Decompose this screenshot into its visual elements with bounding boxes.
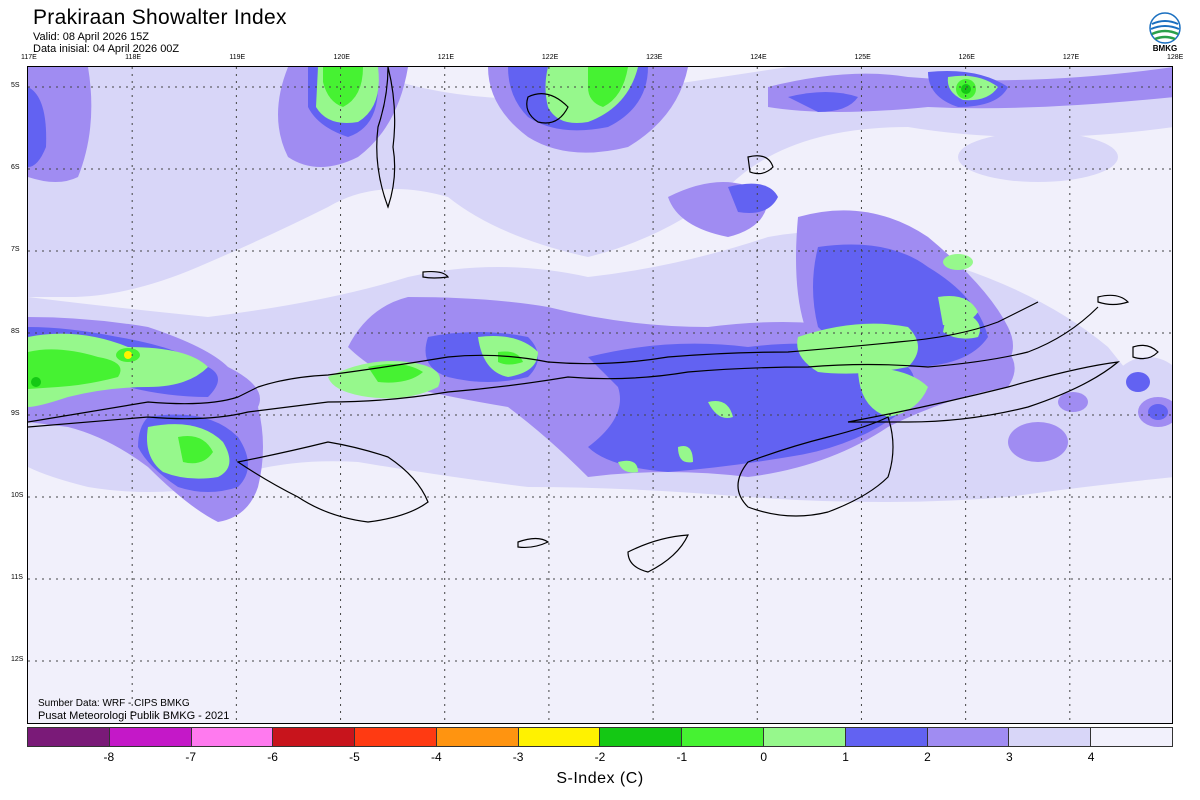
lon-label: 127E xyxy=(1062,54,1080,61)
contour-neg1-0 xyxy=(28,67,976,464)
logo-label: BMKG xyxy=(1152,44,1178,53)
colorbar-tick: -2 xyxy=(594,750,606,764)
colorbar-tick: 0 xyxy=(760,750,768,764)
lat-label: 12S xyxy=(11,656,24,663)
lon-label: 121E xyxy=(437,54,455,61)
colorbar-tick: 2 xyxy=(924,750,931,764)
init-time: Data inisial: 04 April 2026 00Z xyxy=(33,43,180,55)
lon-label: 120E xyxy=(333,54,350,61)
lat-label: 11S xyxy=(11,574,23,581)
colorbar-tick: -4 xyxy=(430,750,442,764)
lon-label: 125E xyxy=(854,54,871,61)
colorbar-swatch xyxy=(518,728,601,746)
lon-label: 119E xyxy=(229,54,246,61)
colorbar-tick: -3 xyxy=(512,750,524,764)
colorbar-tick: -1 xyxy=(676,750,688,764)
lon-label: 124E xyxy=(750,54,767,61)
colorbar-swatch xyxy=(845,728,928,746)
colorbar-tick: -8 xyxy=(103,750,115,764)
colorbar-swatch xyxy=(1009,728,1092,746)
map-title: Prakiraan Showalter Index xyxy=(33,6,287,29)
colorbar-tick: 4 xyxy=(1087,750,1095,764)
lat-label: 9S xyxy=(11,410,20,417)
colorbar-swatch xyxy=(191,728,274,746)
colorbar-swatch xyxy=(28,728,110,746)
colorbar-swatch xyxy=(927,728,1010,746)
source-publisher: Pusat Meteorologi Publik BMKG - 2021 xyxy=(38,710,230,722)
lon-label: 128E xyxy=(1167,54,1184,61)
colorbar-tick: -7 xyxy=(185,750,197,764)
coastlines xyxy=(28,67,1159,573)
colorbar xyxy=(27,727,1173,747)
lat-lon-grid xyxy=(28,67,1172,723)
colorbar-tick: -5 xyxy=(349,750,360,764)
colorbar-swatch xyxy=(355,728,437,746)
colorbar-swatch xyxy=(273,728,356,746)
forecast-map xyxy=(28,67,1172,723)
lat-label: 8S xyxy=(11,328,20,335)
contour-cores xyxy=(31,84,971,387)
lon-label: 118E xyxy=(125,54,142,61)
colorbar-swatch xyxy=(682,728,765,746)
colorbar-swatch xyxy=(764,728,846,746)
lon-label: 122E xyxy=(541,54,559,61)
colorbar-swatch xyxy=(1091,728,1172,746)
lon-label: 123E xyxy=(646,54,663,61)
valid-time: Valid: 08 April 2026 15Z xyxy=(33,31,149,43)
lat-label: 6S xyxy=(11,164,20,171)
colorbar-tick: -6 xyxy=(267,750,278,764)
colorbar-label: S-Index (C) xyxy=(556,770,644,787)
colorbar-swatch xyxy=(109,728,192,746)
colorbar-swatch xyxy=(436,728,519,746)
lat-label: 5S xyxy=(11,82,20,89)
bmkg-logo-icon xyxy=(1149,12,1181,44)
colorbar-swatch xyxy=(600,728,683,746)
source-data: Sumber Data: WRF - CIPS BMKG xyxy=(38,698,190,709)
lat-label: 10S xyxy=(11,492,24,499)
lat-label: 7S xyxy=(11,246,20,253)
colorbar-tick: 1 xyxy=(842,750,849,764)
colorbar-tick: 3 xyxy=(1005,750,1013,764)
map-panel xyxy=(27,66,1173,724)
lon-label: 126E xyxy=(958,54,975,61)
lon-label: 117E xyxy=(21,54,37,61)
